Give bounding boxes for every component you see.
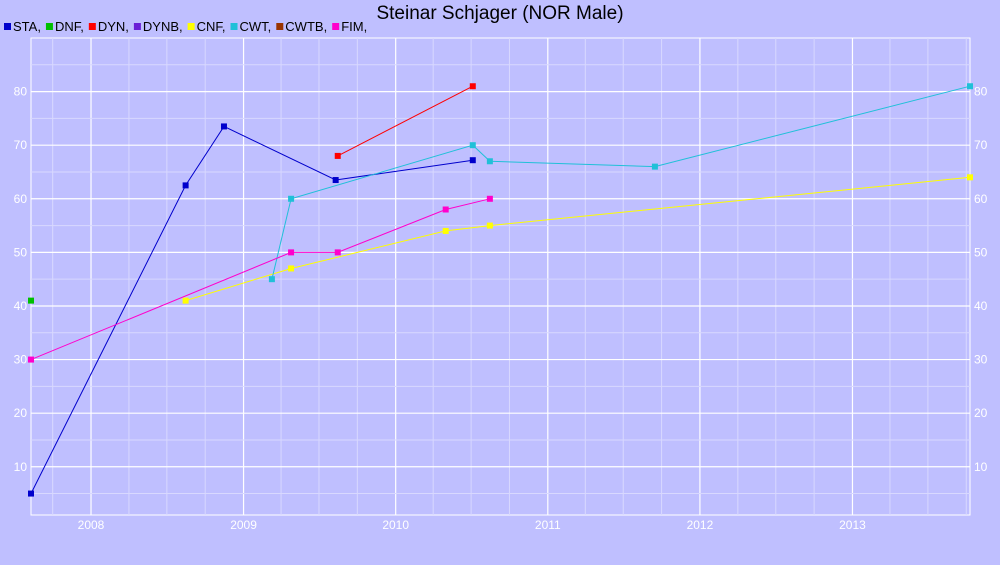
data-point (486, 195, 493, 202)
y-tick-label-right: 30 (974, 353, 988, 367)
legend-item: CWTB, (276, 19, 327, 34)
data-point (967, 83, 973, 90)
legend-label: DYNB, (143, 19, 183, 34)
data-point (268, 276, 275, 283)
data-point (28, 490, 34, 497)
legend-item: DYN, (88, 19, 129, 34)
legend-label: STA, (13, 19, 41, 34)
grid (30, 37, 971, 516)
series-line (30, 125, 473, 494)
series-dnf (28, 297, 34, 304)
legend: STA, DNF, DYN, DYNB, CNF, CWT, CWTB, FIM, (4, 19, 367, 34)
data-point (332, 177, 339, 184)
legend-swatch (276, 23, 284, 30)
data-point (288, 265, 295, 272)
legend-swatch (88, 23, 96, 30)
legend-label: CWTB, (285, 19, 327, 34)
data-point (486, 222, 493, 229)
y-tick-label-right: 80 (974, 85, 988, 99)
data-point (469, 83, 476, 90)
y-tick-label-left: 60 (14, 192, 28, 206)
chart-title: Steinar Schjager (NOR Male) (376, 3, 623, 24)
series-cwt (268, 83, 973, 283)
data-point (469, 157, 476, 164)
data-point (967, 174, 973, 181)
data-point (334, 152, 341, 159)
series-cnf (182, 174, 973, 304)
y-tick-label-right: 10 (974, 460, 988, 474)
x-tick-label: 2012 (687, 518, 714, 532)
legend-swatch (230, 23, 238, 30)
legend-item: FIM, (332, 19, 367, 34)
data-point (334, 249, 341, 256)
y-tick-label-left: 20 (14, 406, 28, 420)
data-point (651, 163, 658, 170)
legend-item: DYNB, (133, 19, 183, 34)
legend-label: CNF, (197, 19, 226, 34)
series-dyn (334, 83, 476, 159)
legend-label: FIM, (341, 19, 367, 34)
legend-label: DYN, (98, 19, 129, 34)
legend-item: CWT, (230, 19, 272, 34)
data-point (442, 227, 449, 234)
legend-swatch (133, 23, 141, 30)
y-tick-label-right: 50 (974, 245, 988, 259)
y-tick-label-right: 20 (974, 406, 988, 420)
series-fim (28, 195, 493, 363)
data-point (28, 297, 34, 304)
legend-swatch (45, 23, 53, 30)
y-tick-label-left: 40 (14, 299, 28, 313)
data-point (182, 297, 189, 304)
series-line (271, 85, 971, 280)
axis-ticks: 10 10 20 20 30 30 40 40 50 50 60 60 70 70 80 80 2008 2009… (14, 85, 988, 532)
legend-label: CWT, (240, 19, 272, 34)
y-tick-label-left: 30 (14, 353, 28, 367)
series-sta (28, 123, 476, 497)
x-tick-label: 2013 (839, 518, 866, 532)
legend-swatch (187, 23, 195, 30)
y-tick-label-left: 80 (14, 85, 28, 99)
data-point (28, 356, 34, 363)
legend-label: DNF, (55, 19, 84, 34)
data-point (442, 206, 449, 213)
series-line (337, 85, 474, 157)
data-point (469, 142, 476, 149)
legend-swatch (4, 23, 11, 30)
x-tick-label: 2010 (382, 518, 409, 532)
legend-swatch (332, 23, 340, 30)
data-point (288, 195, 295, 202)
y-tick-label-left: 10 (14, 460, 28, 474)
y-tick-label-right: 70 (974, 138, 988, 152)
data-point (288, 249, 295, 256)
legend-item: STA, (4, 19, 41, 34)
series-layer (28, 83, 973, 497)
data-point (486, 158, 493, 165)
y-tick-label-left: 50 (14, 245, 28, 259)
y-tick-label-left: 70 (14, 138, 28, 152)
y-tick-label-right: 40 (974, 299, 988, 313)
data-point (182, 182, 189, 189)
x-tick-label: 2008 (78, 518, 105, 532)
legend-item: DNF, (45, 19, 84, 34)
x-tick-label: 2009 (230, 518, 257, 532)
legend-item: CNF, (187, 19, 226, 34)
y-tick-label-right: 60 (974, 192, 988, 206)
plot-border (30, 37, 971, 516)
data-point (220, 123, 227, 130)
x-tick-label: 2011 (535, 518, 561, 532)
